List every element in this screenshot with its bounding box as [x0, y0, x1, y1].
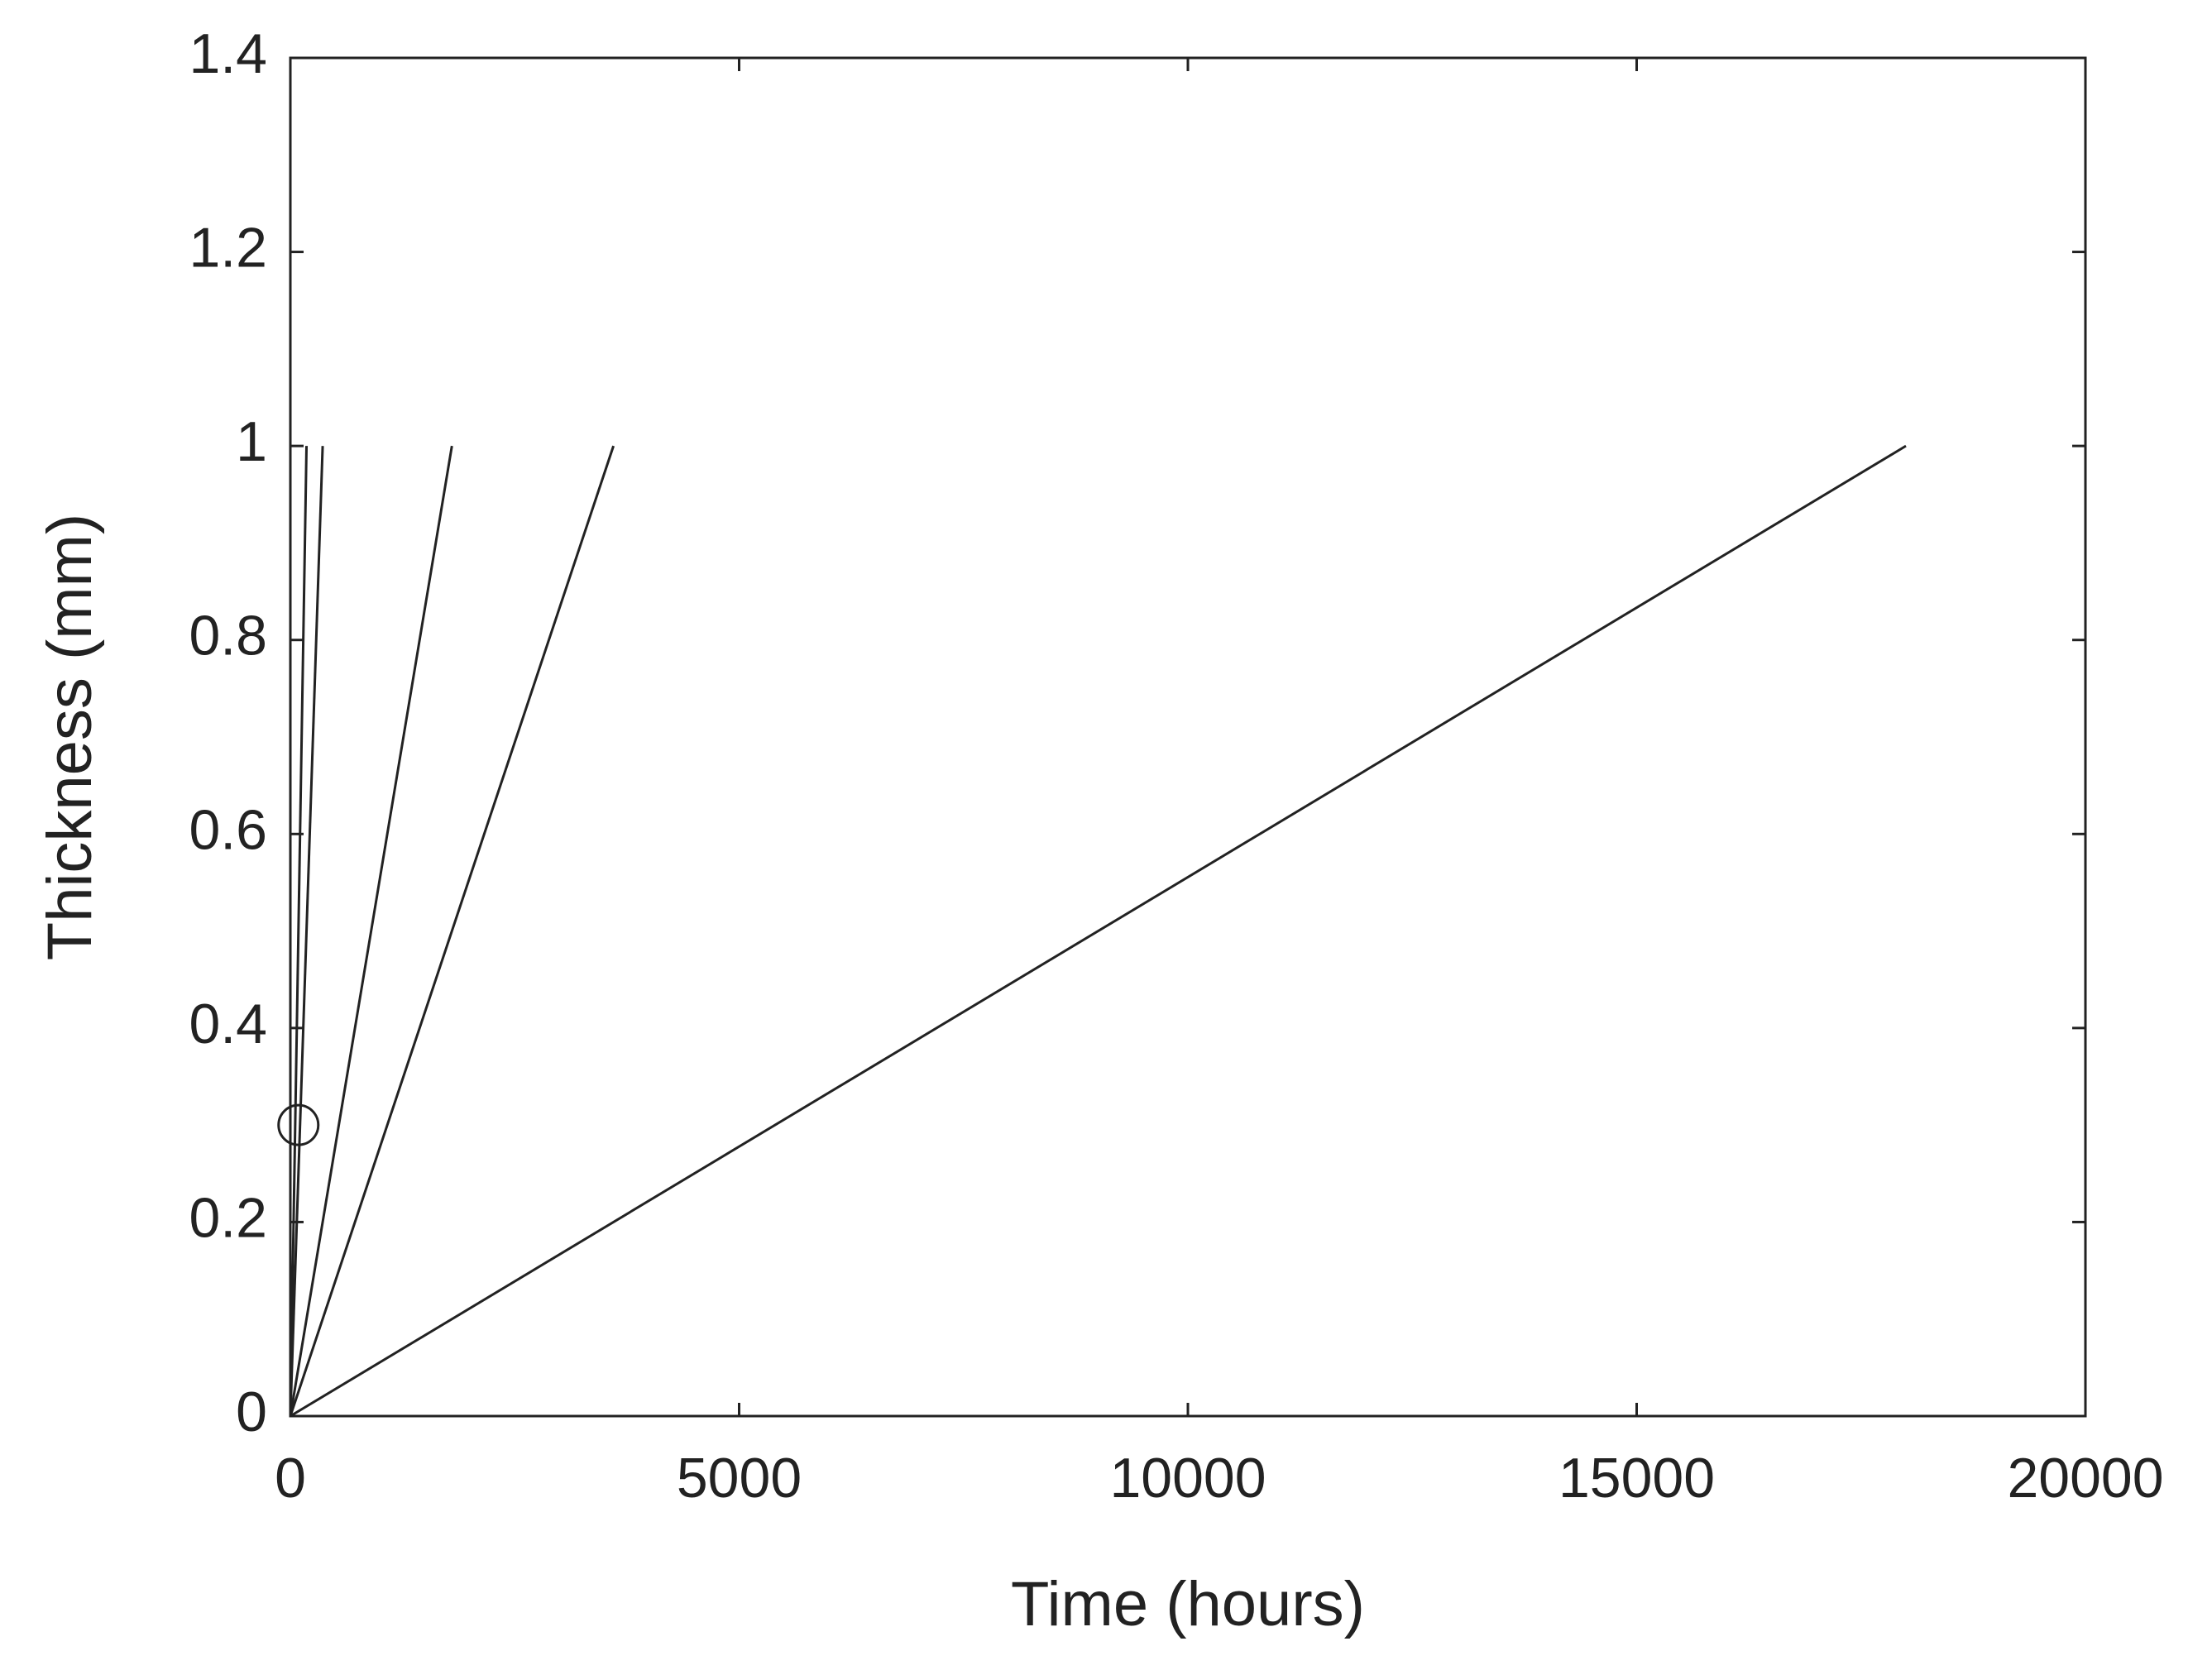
y-tick-label: 0.4 [189, 993, 267, 1055]
y-tick-label: 1.4 [189, 22, 267, 85]
y-tick-label: 0.2 [189, 1186, 267, 1249]
y-tick-label: 0.8 [189, 605, 267, 668]
x-tick-label: 5000 [677, 1447, 802, 1510]
line-series [290, 444, 1907, 1418]
y-tick-label: 0 [236, 1381, 267, 1443]
x-axis-label: Time (hours) [1011, 1569, 1365, 1639]
line-series [289, 446, 309, 1417]
x-tick-label: 10000 [1109, 1447, 1266, 1510]
line-series [289, 446, 324, 1417]
x-tick-label: 0 [275, 1447, 306, 1510]
x-tick-label: 20000 [2007, 1447, 2163, 1510]
line-series [289, 445, 453, 1417]
plot-frame [289, 56, 2087, 1418]
y-axis-label: Thickness (mm) [35, 514, 105, 960]
marker [277, 1103, 320, 1146]
line-series [289, 445, 615, 1417]
y-tick-label: 0.6 [189, 798, 267, 861]
x-tick-label: 15000 [1558, 1447, 1715, 1510]
y-tick-label: 1.2 [189, 217, 267, 280]
y-tick-label: 1 [236, 410, 267, 473]
